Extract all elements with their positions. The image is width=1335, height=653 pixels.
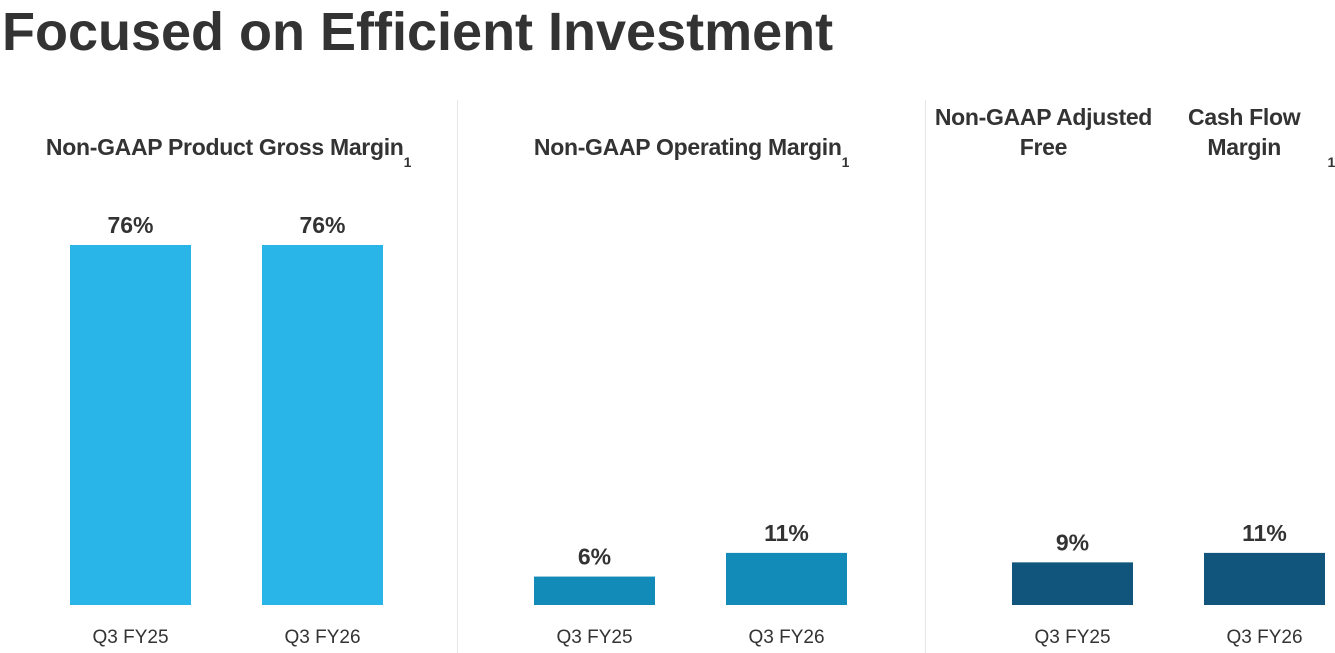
panel-divider <box>925 100 926 653</box>
bar <box>262 244 383 605</box>
category-label: Q3 FY25 <box>1034 627 1110 648</box>
chart-title-line: Non-GAAP Operating Margin <box>533 134 842 160</box>
chart-title: Non-GAAP Product Gross Margin 1 <box>45 134 412 170</box>
bar <box>534 576 655 605</box>
data-label: 76% <box>299 212 345 238</box>
bar <box>1012 562 1133 605</box>
chart-title-line: Non-GAAP Adjusted Free <box>934 104 1153 160</box>
chart-panel-operating-margin: Non-GAAP Operating Margin 1 6% Q3 FY25 11% Q… <box>458 0 925 653</box>
panel-divider <box>457 100 458 653</box>
chart-panel-fcf-margin: Non-GAAP Adjusted Free Cash Flow Margin 1 … <box>926 0 1335 653</box>
category-label: Q3 FY26 <box>1226 627 1302 648</box>
page-title: Focused on Efficient Investment <box>2 2 834 62</box>
bar <box>1204 552 1325 605</box>
chart-title-line: Non-GAAP Product Gross Margin <box>45 134 404 160</box>
bar-chart: 9% Q3 FY25 11% Q3 FY26 <box>1012 520 1325 648</box>
category-label: Q3 FY26 <box>284 627 360 648</box>
data-label: 11% <box>1242 520 1287 546</box>
bar-chart: 76% Q3 FY25 76% Q3 FY26 <box>70 212 383 648</box>
chart-title: Non-GAAP Adjusted Free Cash Flow Margin 1 <box>926 100 1335 169</box>
chart-panel-gross-margin: Non-GAAP Product Gross Margin 1 76% Q3 FY2… <box>0 0 457 653</box>
category-label: Q3 FY26 <box>748 627 824 648</box>
bar <box>70 244 191 605</box>
data-label: 11% <box>764 520 809 546</box>
data-label: 76% <box>107 212 153 238</box>
data-label: 6% <box>578 544 611 570</box>
category-label: Q3 FY25 <box>556 627 632 648</box>
chart-title-line: Cash Flow Margin <box>1188 104 1301 160</box>
bar-chart: 6% Q3 FY25 11% Q3 FY26 <box>534 520 847 648</box>
bar <box>726 552 847 605</box>
data-label: 9% <box>1056 529 1089 555</box>
category-label: Q3 FY25 <box>92 627 168 648</box>
